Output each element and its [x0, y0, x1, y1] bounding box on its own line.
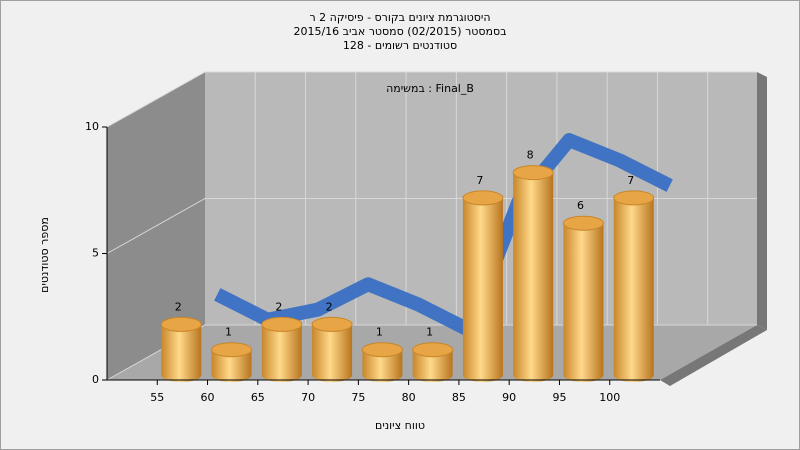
bar-body — [312, 324, 353, 382]
bar-top — [562, 215, 604, 231]
bar-body — [513, 172, 554, 382]
bar — [311, 316, 353, 382]
data-label: 1 — [426, 326, 433, 339]
chart-title: בסמסטר (02/2015) סמסטר אביב 2015/16 — [293, 25, 506, 38]
chart-title: היסטוגרמת ציונים בקורס - פיסיקה 2 ר — [309, 11, 490, 24]
x-tick-label: 100 — [599, 391, 620, 404]
x-axis-label: טווח ציונים — [375, 419, 425, 432]
grid-line — [106, 71, 757, 128]
bar-body — [563, 223, 604, 382]
bar-top — [361, 342, 403, 358]
bar-top — [261, 316, 303, 332]
data-label: 7 — [476, 174, 483, 187]
bar-body — [261, 324, 302, 382]
trend-ribbon — [214, 133, 673, 337]
data-label: 7 — [627, 174, 634, 187]
x-tick-label: 65 — [251, 391, 265, 404]
x-tick-label: 90 — [502, 391, 516, 404]
x-tick-label: 55 — [150, 391, 164, 404]
bar-body — [362, 349, 403, 382]
bar-top — [211, 342, 253, 358]
x-tick-label: 95 — [552, 391, 566, 404]
y-tick-label: 0 — [92, 373, 99, 386]
bar-top — [160, 316, 202, 332]
floor-edge — [660, 325, 767, 386]
data-label: 2 — [326, 300, 333, 313]
annotation: במשימה : Final_B — [386, 82, 474, 95]
bar — [462, 190, 504, 382]
bar-top — [462, 190, 504, 206]
wall-edge — [757, 72, 767, 330]
bar — [361, 342, 403, 382]
bar-body — [161, 324, 202, 382]
bar — [160, 316, 202, 382]
y-tick-label: 5 — [92, 247, 99, 260]
bar — [562, 215, 604, 382]
bar-body — [462, 197, 503, 382]
bar — [412, 342, 454, 382]
chart-title: סטודנטים רשומים - 128 — [343, 39, 457, 52]
x-tick-label: 70 — [301, 391, 315, 404]
grid-line — [106, 198, 757, 254]
bar-top — [613, 190, 655, 206]
y-axis-label: מספר סטודנטים — [38, 217, 51, 293]
data-label: 1 — [376, 326, 383, 339]
bar — [211, 342, 253, 382]
data-label: 1 — [225, 326, 232, 339]
bar — [613, 190, 655, 382]
x-tick-label: 60 — [201, 391, 215, 404]
y-tick-label: 10 — [85, 120, 99, 133]
x-tick-label: 80 — [402, 391, 416, 404]
data-label: 2 — [275, 300, 282, 313]
data-label: 2 — [175, 300, 182, 313]
bar — [261, 316, 303, 382]
x-tick-label: 75 — [351, 391, 365, 404]
bar-top — [412, 342, 454, 358]
bar-body — [412, 349, 453, 382]
bar-top — [311, 316, 353, 332]
bar-top — [512, 165, 554, 181]
data-label: 8 — [527, 149, 534, 162]
x-tick-label: 85 — [452, 391, 466, 404]
bar-body — [211, 349, 252, 382]
bar — [512, 165, 554, 382]
data-label: 6 — [577, 199, 584, 212]
bar-body — [613, 197, 654, 382]
